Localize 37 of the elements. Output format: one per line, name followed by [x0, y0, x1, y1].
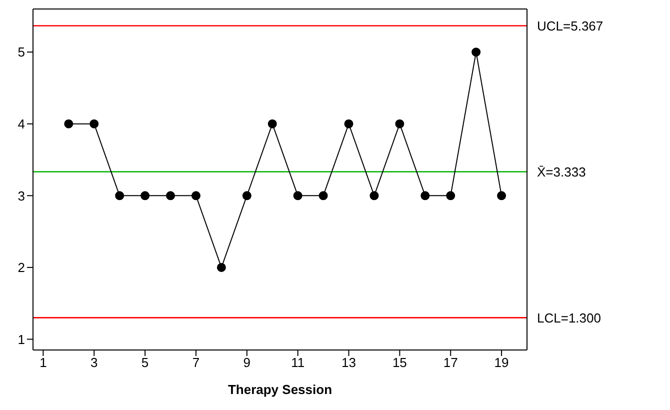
- x-tick-label: 13: [342, 355, 356, 370]
- point: [344, 119, 354, 128]
- x-tick-label: 7: [192, 355, 200, 370]
- point: [115, 191, 124, 200]
- x-tick-label: 9: [243, 355, 251, 370]
- ref-line-label: UCL=5.367: [537, 18, 604, 34]
- point: [395, 119, 404, 128]
- y-tick-label: 3: [18, 188, 25, 204]
- x-tick-label: 5: [141, 355, 149, 370]
- point: [90, 119, 99, 128]
- point: [242, 191, 252, 200]
- y-tick-label: 4: [18, 116, 25, 132]
- x-tick-label: 3: [90, 355, 98, 370]
- point: [216, 262, 226, 272]
- x-tick-label: 17: [443, 355, 458, 370]
- point: [497, 191, 506, 200]
- point: [268, 119, 277, 128]
- x-tick-label: 11: [291, 355, 305, 370]
- point: [166, 191, 176, 200]
- ref-line-label: LCL=1.300: [537, 310, 601, 326]
- point: [64, 119, 74, 128]
- y-tick-label: 5: [18, 44, 25, 60]
- point: [191, 191, 200, 200]
- point: [370, 191, 379, 200]
- point: [420, 191, 430, 200]
- x-tick-label: 19: [494, 355, 509, 370]
- point: [446, 191, 456, 200]
- point: [318, 191, 328, 200]
- ref-line-label: X̄=3.333: [537, 164, 586, 180]
- point: [140, 191, 150, 200]
- point: [472, 48, 481, 57]
- point: [293, 191, 302, 200]
- x-axis-title: Therapy Session: [228, 382, 332, 397]
- y-tick-label: 1: [18, 332, 25, 347]
- x-tick-label: 15: [392, 355, 407, 370]
- y-tick-label: 2: [18, 260, 25, 276]
- x-tick-label: 1: [40, 355, 47, 370]
